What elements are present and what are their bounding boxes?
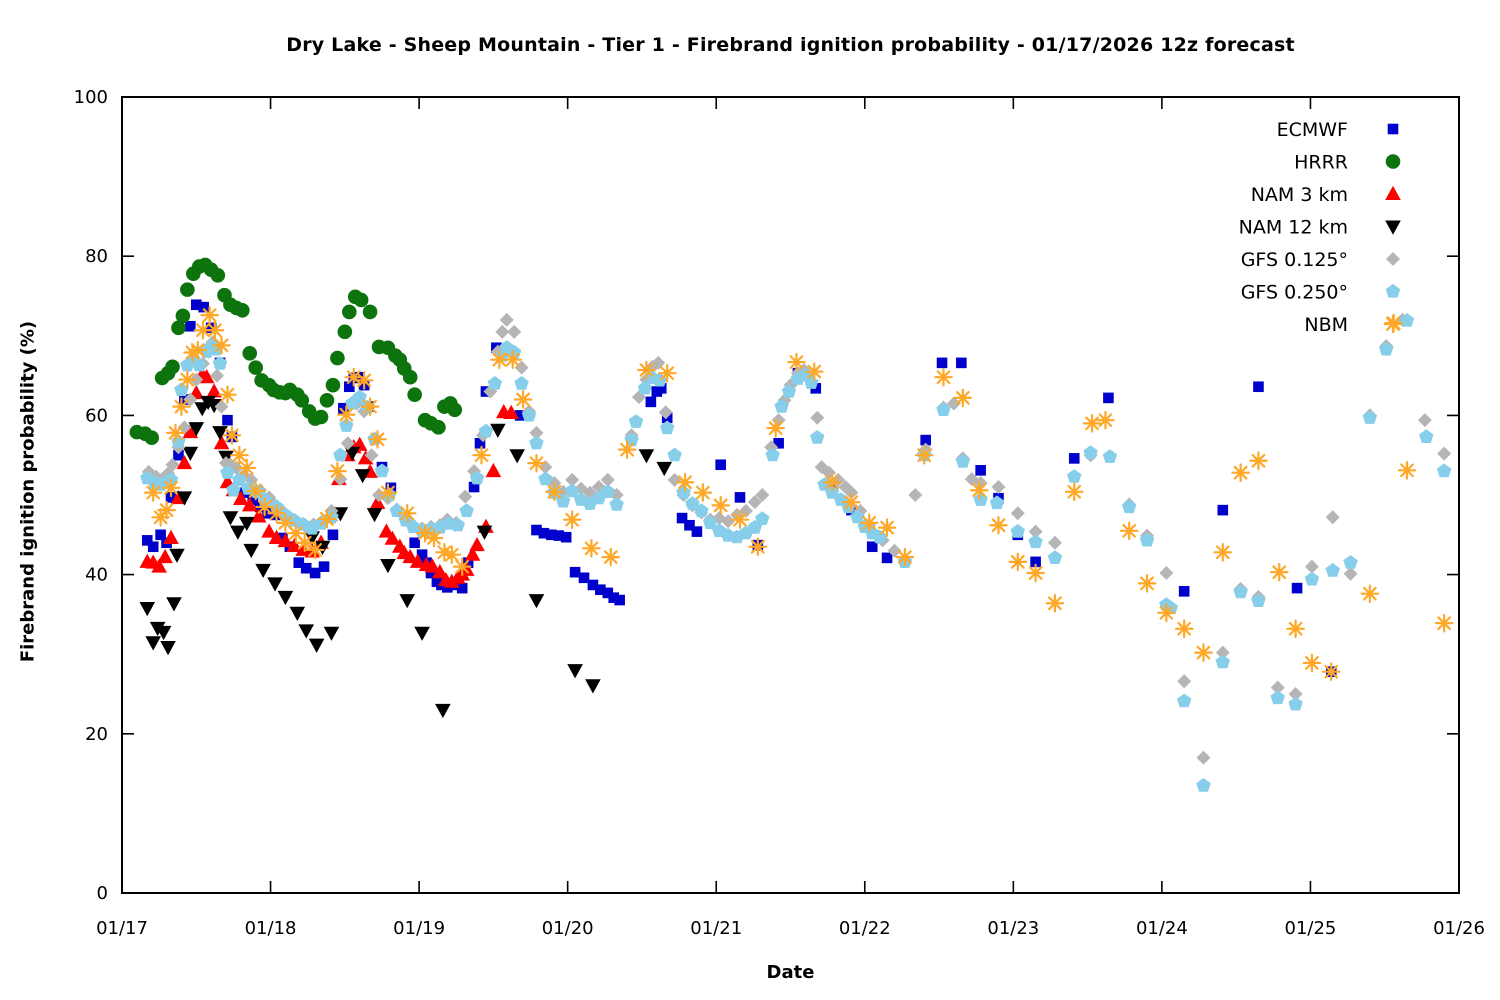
legend: ECMWF HRRR NAM 3 km NAM 12 km GFS 0.125° GFS … xyxy=(1239,119,1403,336)
x-tick-label: 01/17 xyxy=(96,918,148,939)
series-hrrr xyxy=(129,257,463,445)
legend-label: NBM xyxy=(1304,314,1348,336)
x-tick-label: 01/22 xyxy=(839,918,891,939)
legend-marker-asterisk-icon xyxy=(1383,314,1403,334)
legend-marker-pentagon-icon xyxy=(1385,283,1401,298)
legend-marker-circle-icon xyxy=(1385,154,1401,169)
chart-title: Dry Lake - Sheep Mountain - Tier 1 - Fir… xyxy=(286,34,1295,56)
series-ecmwf xyxy=(141,299,1337,678)
y-tick-label: 80 xyxy=(85,246,108,267)
legend-label: GFS 0.250° xyxy=(1241,282,1348,304)
x-tick-label: 01/19 xyxy=(393,918,445,939)
x-tick-label: 01/20 xyxy=(542,918,594,939)
plot-frame xyxy=(121,96,1460,894)
y-tick-label: 40 xyxy=(85,565,108,586)
legend-marker-square-icon xyxy=(1387,123,1399,135)
y-tick-label: 0 xyxy=(97,883,108,904)
x-axis-title: Date xyxy=(766,962,815,983)
x-tick-label: 01/24 xyxy=(1136,918,1188,939)
y-tick-label: 20 xyxy=(85,724,108,745)
x-tick-label: 01/21 xyxy=(690,918,742,939)
legend-marker-triangle-down-icon xyxy=(1385,220,1401,235)
x-tick-label: 01/25 xyxy=(1285,918,1337,939)
legend-marker-diamond-icon xyxy=(1386,252,1400,266)
y-tick-label: 60 xyxy=(85,405,108,426)
legend-label: ECMWF xyxy=(1277,119,1348,141)
y-tick-label: 100 xyxy=(74,87,108,108)
x-tick-label: 01/23 xyxy=(987,918,1039,939)
y-axis-ticks: 0 20 40 60 80 100 xyxy=(74,87,1459,904)
series-nam-12-km xyxy=(139,395,673,719)
legend-label: NAM 12 km xyxy=(1239,217,1348,239)
x-tick-label: 01/26 xyxy=(1433,918,1485,939)
series-nbm xyxy=(143,305,1454,682)
legend-label: GFS 0.125° xyxy=(1241,249,1348,271)
legend-label: HRRR xyxy=(1294,152,1348,174)
x-tick-label: 01/18 xyxy=(245,918,297,939)
legend-marker-triangle-up-icon xyxy=(1385,185,1401,200)
x-axis-ticks: 01/17 01/18 01/19 01/20 01/21 01/22 01/23 01/24… xyxy=(96,97,1485,939)
legend-label: NAM 3 km xyxy=(1251,184,1348,206)
